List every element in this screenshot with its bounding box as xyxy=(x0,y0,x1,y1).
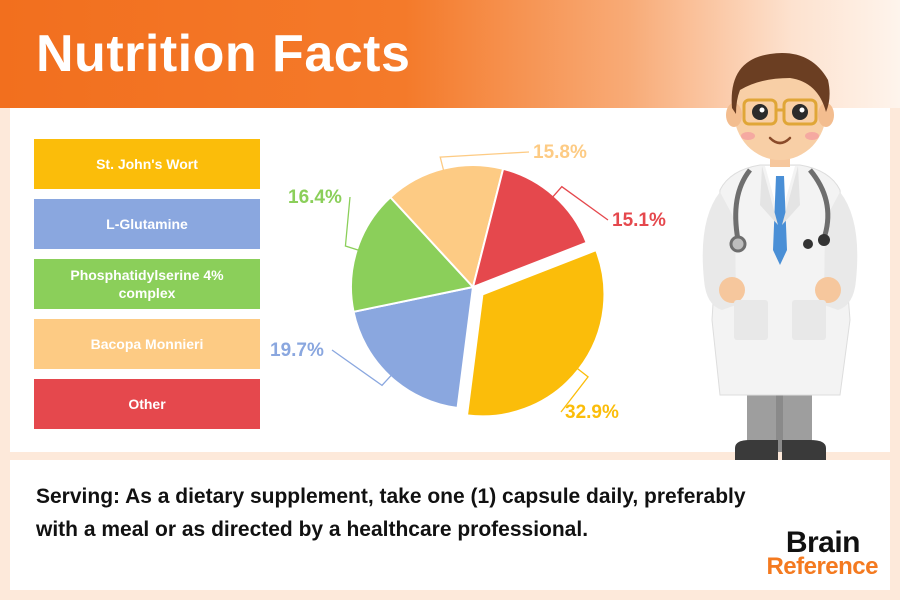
serving-instructions: Serving: As a dietary supplement, take o… xyxy=(36,485,746,541)
pie-data-label: 15.8% xyxy=(533,142,587,163)
logo-line-2: Reference xyxy=(766,553,878,580)
pie-leader-line xyxy=(344,196,359,251)
logo-line-1: Brain xyxy=(785,526,861,559)
pie-data-label: 16.4% xyxy=(288,187,342,208)
legend-item-st-johns-wort: St. John's Wort xyxy=(34,139,260,189)
footer-panel xyxy=(10,460,890,590)
pie-data-label: 15.1% xyxy=(612,210,666,231)
legend-item-phosphatidylserine: Phosphatidylserine 4% complex xyxy=(34,259,260,309)
brain-reference-logo: Brain Reference xyxy=(745,528,880,580)
legend-item-other: Other xyxy=(34,379,260,429)
pie-leader-line xyxy=(331,349,392,387)
pie-leader-line xyxy=(560,367,589,413)
pie-leader-line xyxy=(439,151,530,171)
pie-data-label: 19.7% xyxy=(270,340,324,361)
pie-leader-line xyxy=(552,185,609,221)
doctor-illustration-icon xyxy=(702,53,858,460)
page-title: Nutrition Facts xyxy=(36,25,411,83)
legend-item-bacopa-monnieri: Bacopa Monnieri xyxy=(34,319,260,369)
pie-data-label: 32.9% xyxy=(565,402,619,423)
legend-item-l-glutamine: L-Glutamine xyxy=(34,199,260,249)
